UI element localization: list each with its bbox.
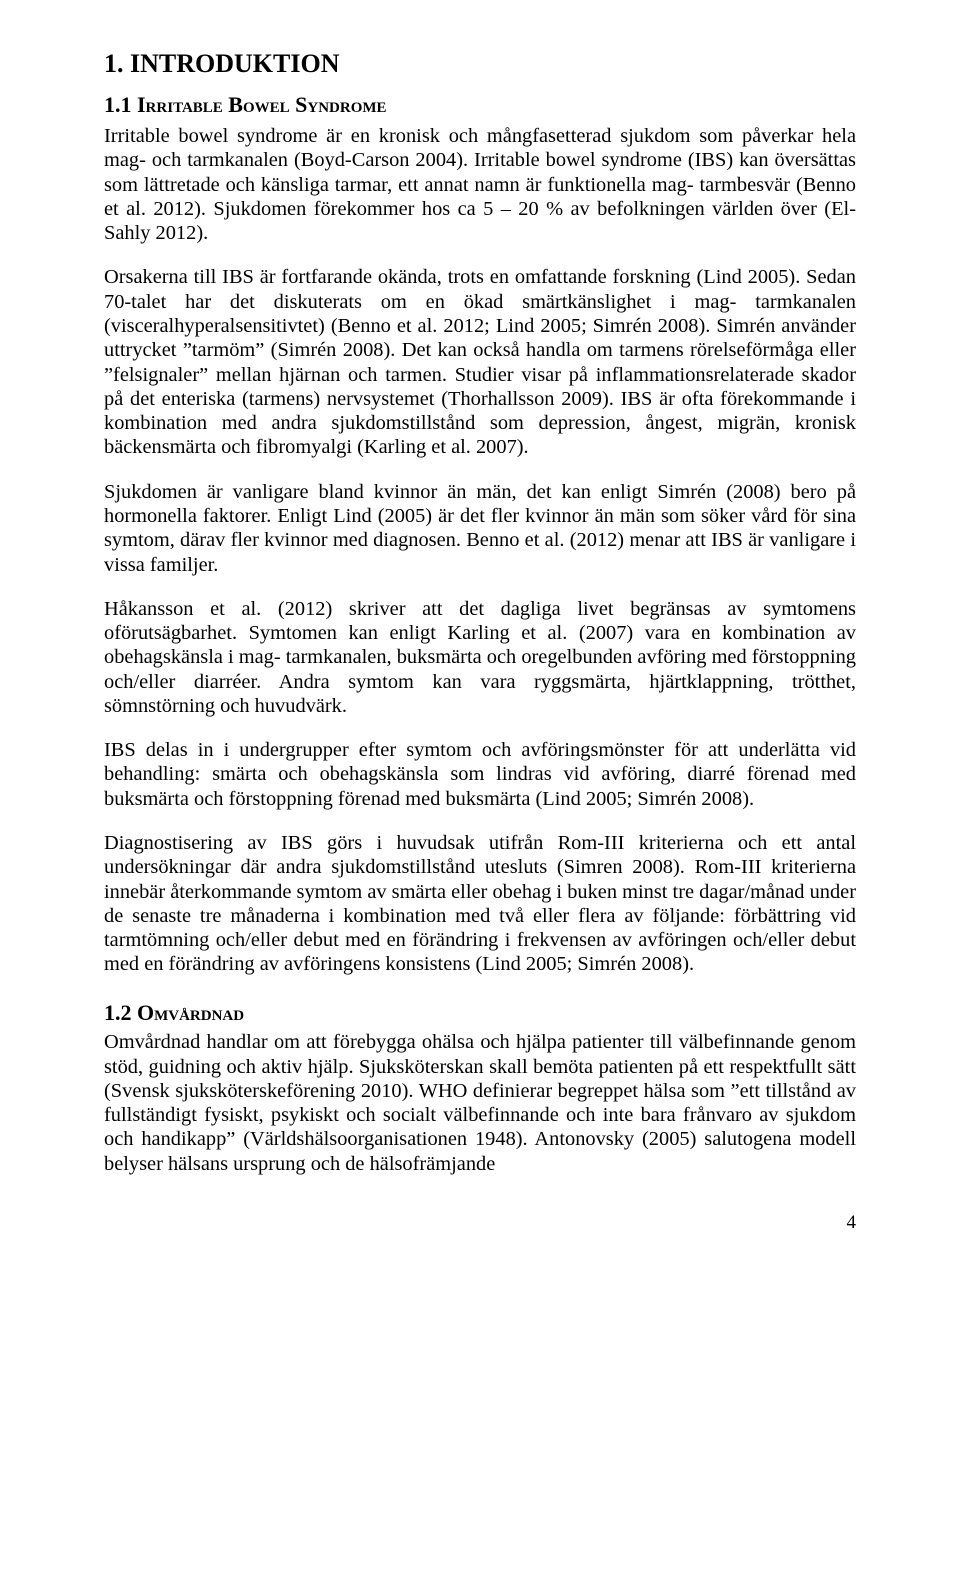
document-page: 1. INTRODUKTION 1.1 Irritable Bowel Synd… bbox=[0, 0, 960, 1274]
paragraph-6: Diagnostisering av IBS görs i huvudsak u… bbox=[104, 831, 856, 977]
heading-ibs: 1.1 Irritable Bowel Syndrome bbox=[104, 91, 856, 119]
paragraph-7: Omvårdnad handlar om att förebygga ohäls… bbox=[104, 1030, 856, 1176]
paragraph-5: IBS delas in i undergrupper efter symtom… bbox=[104, 738, 856, 811]
paragraph-1: Irritable bowel syndrome är en kronisk o… bbox=[104, 124, 856, 245]
page-number: 4 bbox=[104, 1212, 856, 1234]
paragraph-3: Sjukdomen är vanligare bland kvinnor än … bbox=[104, 480, 856, 577]
heading-introduction: 1. INTRODUKTION bbox=[104, 48, 856, 81]
paragraph-4: Håkansson et al. (2012) skriver att det … bbox=[104, 597, 856, 718]
paragraph-2: Orsakerna till IBS är fortfarande okända… bbox=[104, 265, 856, 459]
heading-omvardnad: 1.2 Omvårdnad bbox=[104, 999, 856, 1027]
